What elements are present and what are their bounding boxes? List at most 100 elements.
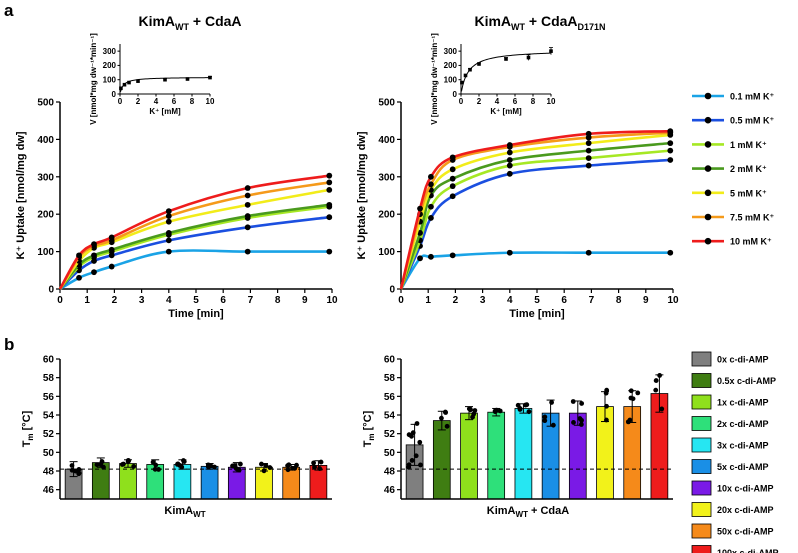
- inset-data-point: [504, 57, 508, 61]
- series-line-1: [399, 251, 671, 290]
- x-tick-label: 3: [139, 295, 145, 306]
- inset-data-point: [163, 77, 167, 82]
- data-point: [91, 269, 97, 276]
- data-point: [506, 162, 513, 169]
- replicate-point: [442, 409, 448, 415]
- tm-legend: 0x c-di-AMP 0.5x c-di-AMP 1x c-di-AMP 2x c-…: [691, 351, 779, 553]
- replicate-point: [317, 466, 323, 471]
- legend-label: 5 mM K⁺: [730, 188, 767, 198]
- replicate-point: [131, 463, 137, 469]
- inset-data-point: [136, 79, 140, 83]
- bar-2: [91, 462, 110, 500]
- y-tick-label: 56: [43, 392, 55, 403]
- inset-x-axis-label: K⁺ [mM]: [490, 107, 522, 116]
- y-tick-label: 54: [384, 411, 396, 422]
- inset-fit-curve: [460, 52, 552, 92]
- bar-5: [173, 464, 192, 500]
- replicate-point: [121, 461, 126, 467]
- data-point: [244, 224, 251, 231]
- x-tick-label: 3: [480, 295, 486, 306]
- replicate-point: [526, 409, 532, 415]
- replicate-point: [413, 453, 419, 459]
- bar-5: [514, 408, 533, 500]
- y-tick-label: 52: [384, 429, 396, 440]
- data-point: [165, 237, 172, 244]
- data-point: [585, 155, 592, 162]
- replicate-point: [285, 467, 291, 473]
- replicate-point: [542, 414, 548, 420]
- replicate-point: [76, 470, 82, 476]
- replicate-point: [409, 433, 414, 439]
- x-tick-label: 10: [667, 295, 679, 306]
- legend-label: 100x c-di-AMP: [717, 548, 779, 553]
- inset-y-tick-label: 0: [453, 90, 458, 99]
- replicate-point: [259, 461, 264, 467]
- inset-data-point: [185, 77, 190, 81]
- y-tick-label: 60: [43, 355, 55, 366]
- bar-3: [460, 412, 478, 500]
- y-axis-label: K⁺ Uptake [nmol/mg dw]: [15, 131, 27, 259]
- inset-x-tick-label: 2: [136, 97, 141, 106]
- legend-label: 2x c-di-AMP: [717, 419, 769, 429]
- legend-label: 0.5 mM K⁺: [730, 116, 775, 126]
- replicate-point: [466, 406, 472, 412]
- inset-x-tick-label: 4: [495, 97, 500, 106]
- replicate-point: [238, 461, 243, 467]
- data-point: [449, 183, 456, 190]
- data-point: [108, 234, 115, 241]
- inset-y-tick-label: 200: [444, 61, 458, 70]
- bar-4: [487, 411, 506, 500]
- legend-label: 7.5 mM K⁺: [730, 213, 775, 223]
- replicate-point: [653, 387, 659, 393]
- inset-data-point: [460, 80, 464, 85]
- y-axis-label: K⁺ Uptake [nmol/mg dw]: [356, 131, 368, 259]
- legend-marker: [704, 116, 712, 124]
- y-tick-label: 48: [43, 467, 55, 478]
- x-tick-label: 10: [326, 295, 338, 306]
- data-point: [326, 179, 333, 186]
- legend-marker: [704, 92, 712, 100]
- replicate-point: [630, 396, 636, 402]
- x-tick-label: 9: [643, 295, 649, 306]
- inset-x-tick-label: 6: [513, 97, 518, 106]
- legend-label: 0x c-di-AMP: [717, 355, 769, 365]
- legend-swatch: [691, 394, 712, 410]
- replicate-point: [492, 408, 498, 414]
- data-point: [165, 230, 172, 236]
- y-tick-label: 46: [384, 485, 396, 496]
- x-tick-label: 5: [534, 295, 540, 306]
- inset-y-tick-label: 0: [112, 90, 117, 99]
- x-tick-label: 2: [112, 295, 118, 306]
- replicate-point: [472, 408, 478, 413]
- data-point: [244, 192, 251, 199]
- replicate-point: [76, 467, 82, 472]
- y-tick-label: 500: [37, 98, 54, 109]
- x-tick-label: 1: [425, 295, 431, 306]
- y-tick-label: 54: [43, 411, 55, 422]
- legend-marker: [704, 237, 712, 245]
- inset-x-tick-label: 4: [154, 97, 159, 106]
- legend-swatch: [691, 459, 712, 474]
- data-point: [585, 140, 592, 147]
- y-tick-label: 50: [384, 448, 396, 459]
- replicate-point: [418, 462, 423, 468]
- data-point: [585, 162, 592, 169]
- inset-y-tick-label: 300: [444, 47, 458, 56]
- replicate-point: [571, 420, 576, 425]
- replicate-point: [69, 467, 75, 473]
- legend-label: 0.5x c-di-AMP: [717, 376, 776, 386]
- data-point: [585, 147, 592, 154]
- inset-data-point: [526, 55, 531, 60]
- data-point: [506, 249, 513, 256]
- legend-swatch: [691, 373, 712, 388]
- inset-x-tick-label: 0: [459, 97, 464, 106]
- y-tick-label: 58: [43, 373, 55, 384]
- replicate-point: [312, 464, 317, 470]
- panel-label-a: a: [4, 1, 14, 20]
- bar-2: [432, 420, 451, 500]
- data-point: [244, 201, 251, 208]
- x-tick-label: 7: [248, 295, 254, 306]
- legend-label: 20x c-di-AMP: [717, 505, 774, 515]
